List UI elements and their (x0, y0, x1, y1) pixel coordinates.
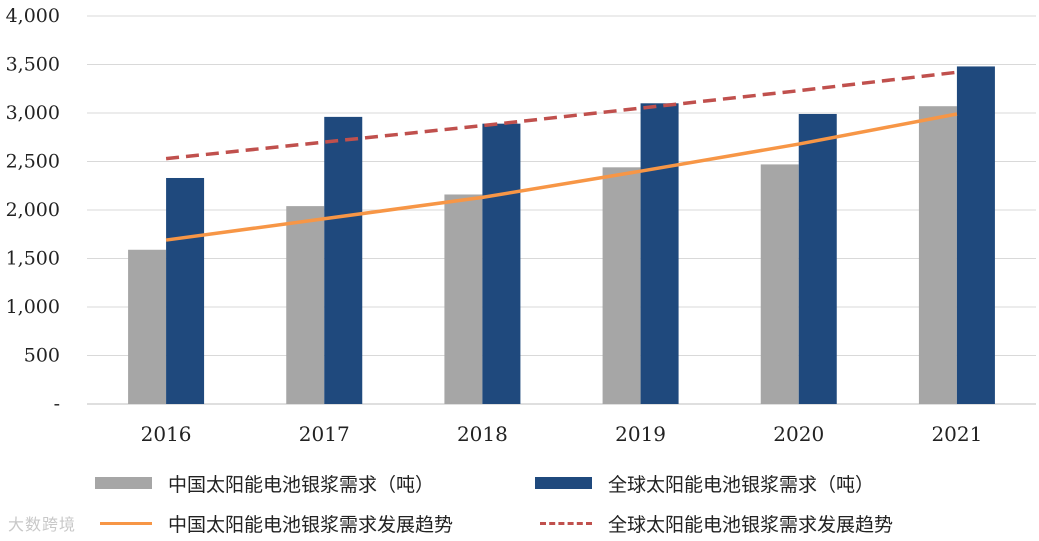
bar-china (128, 249, 167, 404)
y-tick-label: 2,500 (6, 151, 60, 173)
x-tick-label: 2018 (457, 422, 508, 446)
x-tick-label: 2017 (299, 422, 350, 446)
legend-label: 中国太阳能电池银浆需求发展趋势 (168, 513, 454, 536)
legend-swatch-red-dashed-line (540, 521, 592, 525)
trend-lines (165, 70, 958, 242)
legend-item-china-demand: 中国太阳能电池银浆需求（吨） (95, 468, 434, 498)
bar-series (128, 66, 995, 405)
trend-line-global (165, 70, 958, 161)
legend-label: 全球太阳能电池银浆需求发展趋势 (608, 513, 894, 536)
y-tick-label: 1,000 (6, 296, 60, 318)
bar-global (640, 103, 679, 405)
legend-swatch-orange-line (100, 521, 152, 525)
x-tick-label: 2019 (615, 422, 666, 446)
bar-china (286, 206, 325, 404)
legend-label: 中国太阳能电池银浆需求（吨） (168, 473, 435, 496)
y-tick-label: 2,000 (6, 199, 60, 221)
trend-line-china (165, 112, 958, 242)
legend-label: 全球太阳能电池银浆需求（吨） (608, 473, 875, 496)
chart-plot: -5001,0001,5002,0002,5003,0003,5004,000 … (6, 5, 1036, 446)
bar-global (956, 66, 995, 404)
bar-china (918, 106, 957, 405)
legend-swatch-gray (95, 477, 152, 489)
legend-swatch-navy (535, 477, 592, 489)
legend-item-global-demand: 全球太阳能电池银浆需求（吨） (535, 468, 874, 498)
bar-global (482, 123, 521, 405)
y-axis-tick-labels: - 500 1,000 1,500 2,000 2,500 3,000 3,500 4,000 (6, 5, 60, 415)
y-tick-label: - (54, 393, 60, 415)
bar-china (444, 194, 483, 404)
y-tick-label: 3,500 (6, 54, 60, 76)
y-tick-label: 4,000 (6, 5, 60, 27)
legend-item-global-trend: 全球太阳能电池银浆需求发展趋势 (540, 508, 893, 538)
bar-global (166, 177, 205, 404)
bar-china (760, 164, 799, 404)
bar-china (602, 167, 641, 404)
watermark: 大数跨境 (8, 515, 77, 534)
x-tick-label: 2021 (931, 422, 982, 446)
bar-global (798, 113, 837, 404)
y-tick-label: 500 (24, 345, 60, 367)
x-tick-label: 2020 (773, 422, 824, 446)
gridlines (87, 15, 1036, 405)
x-tick-label: 2016 (141, 422, 192, 446)
y-tick-label: 3,000 (6, 102, 60, 124)
legend-item-china-trend: 中国太阳能电池银浆需求发展趋势 (100, 508, 453, 538)
legend: 中国太阳能电池银浆需求（吨） 全球太阳能电池银浆需求（吨） 中国太阳能电池银浆需… (0, 458, 1039, 538)
y-tick-label: 1,500 (6, 248, 60, 270)
bar-global (324, 116, 363, 404)
x-axis-tick-labels: 2016 2017 2018 2019 2020 2021 (141, 422, 983, 446)
